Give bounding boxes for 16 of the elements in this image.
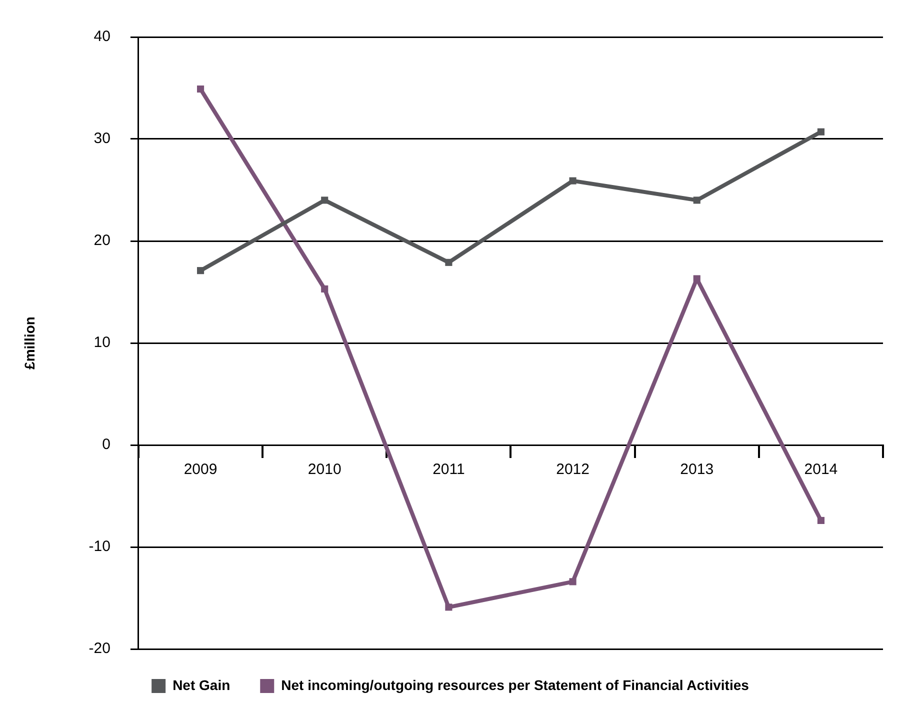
x-tick-label: 2013 — [680, 461, 714, 478]
legend-label: Net Gain — [172, 676, 230, 693]
y-tick-label: -20 — [88, 640, 110, 658]
x-tick-label: 2011 — [432, 461, 465, 478]
y-tick-label: 30 — [94, 130, 110, 148]
x-tick-label: 2012 — [556, 461, 590, 478]
y-tick-label: 40 — [94, 28, 110, 46]
y-axis-title: £million — [21, 316, 38, 370]
legend-label: Net incoming/outgoing resources per Statement of Financial Activities — [281, 676, 750, 693]
x-tick-label: 2010 — [308, 461, 342, 478]
y-tick-label: 10 — [94, 334, 110, 352]
y-tick-label: -10 — [88, 538, 110, 556]
x-tick-label: 2009 — [184, 461, 218, 478]
y-tick-label: 0 — [102, 436, 110, 454]
x-tick-label: 2014 — [804, 461, 838, 478]
y-tick-label: 20 — [94, 232, 110, 250]
